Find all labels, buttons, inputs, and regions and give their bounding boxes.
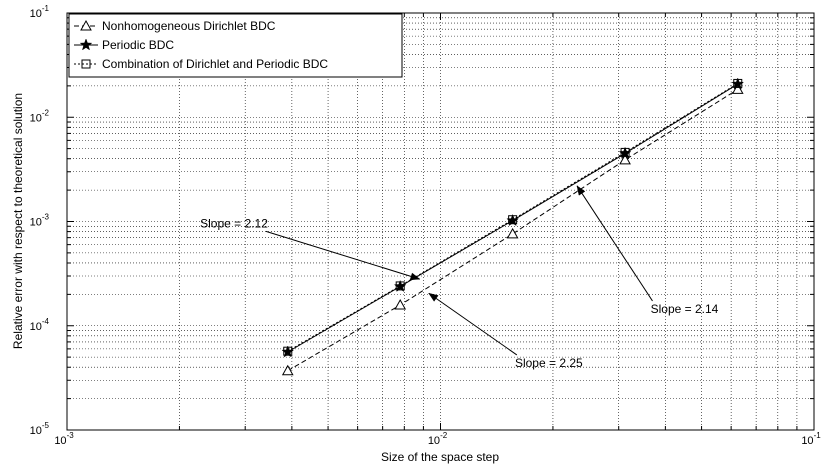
y-axis-label: Relative error with respect to theoretic…: [11, 93, 25, 349]
x-axis-label: Size of the space step: [381, 450, 499, 464]
arrow-head: [409, 272, 421, 281]
data-point: [619, 153, 631, 165]
y-tick-label: 10-4: [30, 317, 50, 333]
data-point: [281, 364, 294, 376]
x-tick-label: 10-1: [801, 431, 821, 447]
legend-marker: [79, 38, 93, 51]
data-point: [506, 227, 519, 239]
annotation-arrow: [428, 292, 518, 356]
series-line: [287, 83, 739, 352]
series-3: [283, 78, 743, 356]
series-layer: [281, 77, 745, 376]
slope-label: Slope = 2.14: [651, 302, 719, 316]
slope-annotation: Slope = 2.12: [200, 216, 421, 281]
legend-marker: [81, 59, 91, 69]
y-tick-label: 10-2: [30, 108, 50, 124]
legend-label: Periodic BDC: [102, 38, 174, 52]
y-tick-label: 10-1: [30, 4, 50, 20]
annotations: Slope = 2.12 Slope = 2.14 Slope = 2.25: [200, 185, 719, 370]
slope-label: Slope = 2.25: [515, 356, 583, 370]
data-point: [731, 83, 744, 94]
data-point: [283, 346, 293, 356]
annotation-arrow: [265, 230, 420, 280]
annotation-arrow: [576, 185, 653, 302]
legend: Nonhomogeneous Dirichlet BDC Periodic BDC…: [68, 13, 403, 78]
slope-annotation: Slope = 2.25: [428, 292, 583, 370]
y-tick-label: 10-5: [30, 421, 50, 437]
legend-label: Nonhomogeneous Dirichlet BDC: [102, 19, 276, 33]
arrow-head: [428, 292, 439, 302]
series-1: [281, 83, 744, 376]
y-tick-label: 10-3: [30, 213, 50, 229]
slope-label: Slope = 2.12: [200, 216, 268, 230]
legend-label: Combination of Dirichlet and Periodic BD…: [102, 57, 328, 71]
series-line: [287, 88, 739, 372]
data-point: [394, 299, 407, 310]
legend-item: Nonhomogeneous Dirichlet BDC: [74, 19, 276, 33]
x-tick-label: 10-3: [54, 431, 74, 447]
data-point: [508, 215, 518, 225]
legend-box: [68, 13, 403, 78]
legend-marker: [80, 19, 92, 31]
axes: 10-3 10-2 10-1 10-5 10-4 10-3 10-2 10-1: [30, 4, 822, 447]
slope-annotation: Slope = 2.14: [576, 185, 719, 316]
data-point: [395, 281, 405, 291]
data-point: [620, 147, 630, 157]
legend-item: Combination of Dirichlet and Periodic BD…: [74, 57, 328, 71]
arrow-head: [576, 185, 586, 196]
data-point: [733, 78, 743, 88]
x-tick-label: 10-2: [428, 431, 448, 447]
legend-item: Periodic BDC: [74, 38, 174, 52]
grid: [67, 13, 814, 430]
